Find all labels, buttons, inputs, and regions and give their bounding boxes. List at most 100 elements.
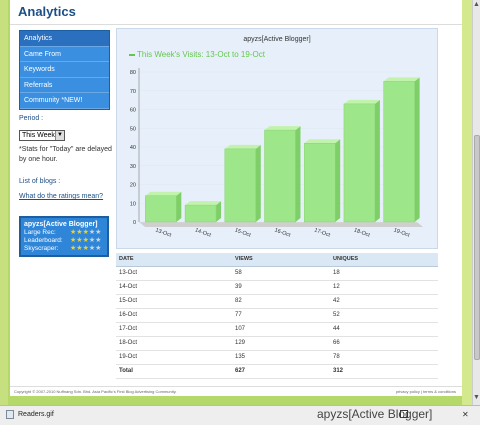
- stats-table: DATE VIEWS UNIQUES 13-Oct 58 18 14-Oct 39 12…: [116, 253, 438, 379]
- star-icon: ★: [70, 229, 77, 236]
- legend-label: This Week's Visits: 13-Oct to 19-Oct: [137, 50, 265, 59]
- rating-row-skyscraper: Skyscraper: ★ ★ ★ ★ ★: [24, 245, 104, 253]
- table-header-row: DATE VIEWS UNIQUES: [116, 253, 438, 267]
- sidebar-item-community[interactable]: Community *NEW!: [20, 93, 109, 109]
- bar-top: [383, 77, 420, 82]
- column-header-views: VIEWS: [232, 253, 330, 267]
- star-rating: ★ ★ ★ ★ ★: [70, 245, 101, 253]
- bar-side: [295, 126, 301, 222]
- cell-uniques: 66: [330, 336, 438, 351]
- y-tick-label: 50: [130, 126, 136, 132]
- y-tick-label: 10: [130, 201, 136, 207]
- table-row: 16-Oct 77 52: [116, 308, 438, 323]
- sidebar-item-analytics[interactable]: Analytics: [20, 31, 109, 47]
- column-header-date: DATE: [116, 253, 232, 267]
- left-border: [0, 0, 8, 405]
- sidebar-item-came-from[interactable]: Came From: [20, 46, 109, 62]
- cell-date: 18-Oct: [116, 336, 232, 351]
- bar-side: [176, 191, 182, 222]
- cell-views: 135: [232, 350, 330, 365]
- bar: [343, 103, 376, 223]
- bar: [224, 148, 257, 223]
- cell-date: 13-Oct: [116, 266, 232, 281]
- cell-total-label: Total: [116, 364, 232, 379]
- cell-uniques: 78: [330, 350, 438, 365]
- bar-side: [414, 77, 420, 222]
- period-select[interactable]: This Week ▼: [19, 130, 65, 141]
- bar-side: [255, 144, 261, 222]
- bar: [264, 129, 296, 223]
- file-icon: [6, 410, 14, 419]
- cell-uniques: 44: [330, 322, 438, 337]
- vertical-scrollbar[interactable]: ▲ ▼: [472, 0, 480, 405]
- star-empty-icon: ★: [95, 237, 102, 244]
- bar-top: [264, 126, 301, 131]
- table-row: 13-Oct 58 18: [116, 266, 438, 281]
- table-row: 15-Oct 82 42: [116, 294, 438, 309]
- download-item[interactable]: Readers.gif: [6, 410, 54, 419]
- cell-uniques: 42: [330, 294, 438, 309]
- ratings-help-link[interactable]: What do the ratings mean?: [19, 193, 104, 200]
- period-label: Period :: [19, 115, 44, 122]
- image-caption: apyzs[Active Blogger]: [317, 407, 433, 421]
- cell-uniques: 18: [330, 266, 438, 281]
- blog-card-title: apyzs[Active Blogger]: [24, 221, 98, 228]
- bar-top: [185, 201, 222, 206]
- star-icon: ★: [82, 229, 89, 236]
- scrollbar-thumb[interactable]: [474, 135, 480, 360]
- cell-date: 16-Oct: [116, 308, 232, 323]
- download-filename: Readers.gif: [18, 411, 54, 418]
- header-divider: [10, 24, 462, 25]
- footer-links[interactable]: privacy policy | terms & conditions: [395, 389, 456, 394]
- rating-row-leaderboard: Leaderboard: ★ ★ ★ ★ ★: [24, 237, 104, 245]
- bar: [184, 204, 217, 223]
- cell-views: 58: [232, 266, 330, 281]
- scroll-up-icon[interactable]: ▲: [473, 1, 480, 8]
- y-tick-label: 70: [130, 89, 136, 95]
- cell-views: 39: [232, 280, 330, 295]
- bar-top: [304, 139, 341, 144]
- downloads-icon[interactable]: [400, 410, 408, 418]
- x-tick-label: 16-Oct: [274, 227, 292, 238]
- cell-total-uniques: 312: [330, 364, 438, 379]
- blog-card[interactable]: apyzs[Active Blogger] Large Rec: ★ ★ ★ ★ ★ L…: [19, 216, 109, 257]
- table-row: 17-Oct 107 44: [116, 322, 438, 337]
- star-empty-icon: ★: [88, 245, 96, 252]
- star-rating: ★ ★ ★ ★ ★: [70, 237, 101, 245]
- x-tick-label: 15-Oct: [234, 227, 252, 238]
- chevron-down-icon[interactable]: ▼: [55, 131, 64, 140]
- sidebar-item-referrals[interactable]: Referrals: [20, 77, 109, 93]
- cell-date: 17-Oct: [116, 322, 232, 337]
- footer-copyright: Copyright © 2007-2010 Nuffnang Sdn. Bhd.…: [14, 389, 177, 394]
- scroll-down-icon[interactable]: ▼: [473, 394, 480, 401]
- star-icon: ★: [76, 229, 83, 236]
- column-header-uniques: UNIQUES: [330, 253, 438, 267]
- star-empty-icon: ★: [88, 237, 96, 244]
- visits-chart: 0 10 20 30 40 50 60 70 80 13-Oct 14-Oct 15-Oct 16-Oc…: [116, 28, 438, 249]
- star-icon: ★: [76, 245, 83, 252]
- cell-uniques: 12: [330, 280, 438, 295]
- sidebar-nav: Analytics Came From Keywords Referrals C…: [19, 30, 110, 110]
- bar: [303, 143, 336, 223]
- x-tick-label: 19-Oct: [393, 227, 411, 238]
- sidebar-item-keywords[interactable]: Keywords: [20, 62, 109, 78]
- footer: Copyright © 2007-2010 Nuffnang Sdn. Bhd.…: [10, 386, 462, 396]
- table-total-row: Total 627 312: [116, 364, 438, 379]
- page-title: Analytics: [18, 4, 76, 19]
- rating-label: Skyscraper:: [24, 245, 59, 252]
- cell-total-views: 627: [232, 364, 330, 379]
- chart-legend: This Week's Visits: 13-Oct to 19-Oct: [129, 50, 265, 59]
- cell-views: 129: [232, 336, 330, 351]
- x-tick-label: 18-Oct: [353, 227, 371, 238]
- bar-top: [224, 144, 261, 149]
- cell-date: 15-Oct: [116, 294, 232, 309]
- cell-date: 14-Oct: [116, 280, 232, 295]
- star-empty-icon: ★: [88, 229, 96, 236]
- y-tick-label: 40: [130, 145, 136, 151]
- star-icon: ★: [82, 237, 89, 244]
- rating-row-large-rec: Large Rec: ★ ★ ★ ★ ★: [24, 229, 104, 237]
- close-icon[interactable]: ✕: [462, 410, 469, 419]
- stats-delay-note: *Stats for "Today" are delayed by one ho…: [19, 146, 112, 163]
- star-icon: ★: [70, 245, 77, 252]
- cell-uniques: 52: [330, 308, 438, 323]
